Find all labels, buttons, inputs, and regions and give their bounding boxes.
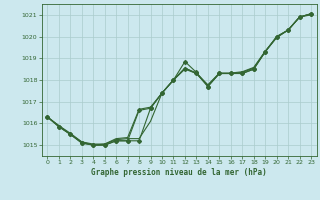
X-axis label: Graphe pression niveau de la mer (hPa): Graphe pression niveau de la mer (hPa): [91, 168, 267, 177]
